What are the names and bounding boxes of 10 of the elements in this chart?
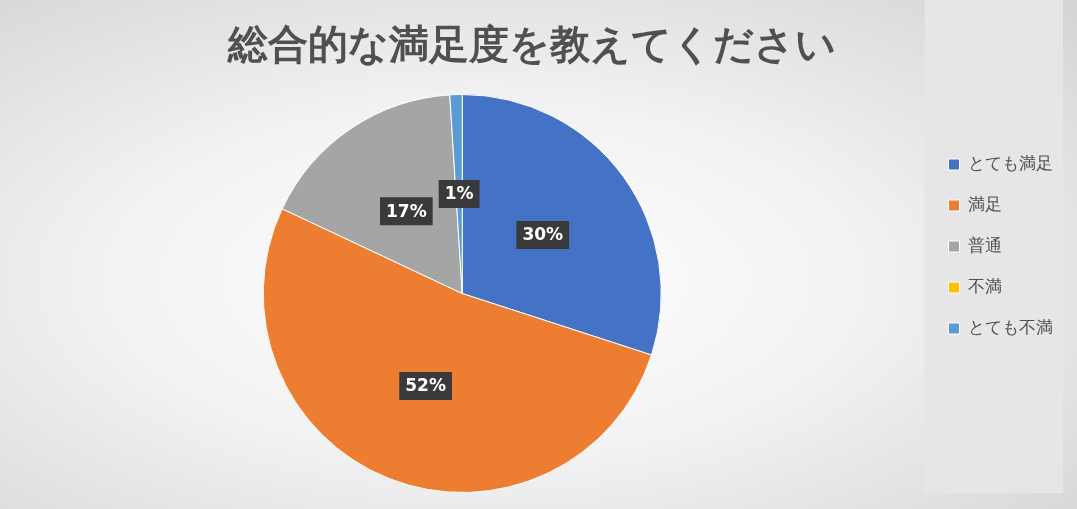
legend-label: 不満 bbox=[968, 275, 1002, 296]
chart-title: 総合的な満足度を教えてください bbox=[226, 21, 836, 68]
legend-label: 普通 bbox=[968, 234, 1002, 255]
data-label: 30% bbox=[522, 224, 564, 245]
legend-label: 満足 bbox=[968, 193, 1002, 214]
data-label: 1% bbox=[444, 183, 474, 204]
data-label: 17% bbox=[385, 200, 427, 221]
legend-label: とても満足 bbox=[968, 152, 1053, 173]
data-label: 52% bbox=[405, 375, 446, 396]
legend-label: とても不満 bbox=[968, 316, 1053, 337]
